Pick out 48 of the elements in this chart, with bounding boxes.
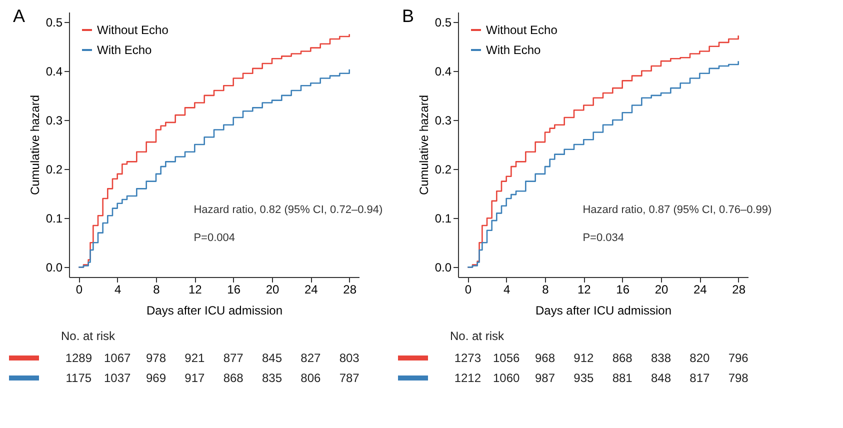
x-tick-label: 28 xyxy=(343,282,357,296)
annotation: Hazard ratio, 0.82 (95% CI, 0.72–0.94) xyxy=(194,204,383,216)
y-tick-label: 0.5 xyxy=(46,15,63,30)
legend-label: With Echo xyxy=(486,43,542,57)
y-tick-label: 0.2 xyxy=(434,162,452,177)
text: No. at risk xyxy=(61,329,116,343)
y-tick-label: 0.4 xyxy=(46,64,63,78)
x-tick-label: 0 xyxy=(464,282,472,296)
annotation: Hazard ratio, 0.87 (95% CI, 0.76–0.99) xyxy=(582,204,772,216)
x-tick-label: 8 xyxy=(542,282,550,296)
x-tick-label: 28 xyxy=(732,282,746,296)
y-axis-title: Cumulative hazard xyxy=(28,94,42,196)
text: 1175 1037 969 917 868 835 806 787 xyxy=(66,371,360,385)
text: 1289 1067 978 921 877 845 827 803 xyxy=(65,351,360,365)
annotation: P=0.034 xyxy=(582,232,624,244)
x-tick-label: 8 xyxy=(153,282,160,296)
y-tick-label: 0.3 xyxy=(434,113,452,128)
y-tick-label: 0.1 xyxy=(46,212,63,226)
legend-label: With Echo xyxy=(97,43,152,57)
x-tick-label: 24 xyxy=(693,282,708,296)
y-tick-label: 0.0 xyxy=(46,260,63,275)
x-tick-label: 20 xyxy=(654,282,668,296)
y-tick-label: 0.2 xyxy=(46,162,63,177)
chart-title: B xyxy=(402,6,414,26)
x-tick-label: 4 xyxy=(503,282,510,296)
y-tick-label: 0.4 xyxy=(434,64,452,78)
y-axis-title: Cumulative hazard xyxy=(416,94,431,196)
y-tick-label: 0.0 xyxy=(434,260,452,275)
y-tick-label: 0.1 xyxy=(434,212,452,226)
chart-title: A xyxy=(13,6,26,26)
x-tick-label: 16 xyxy=(227,282,241,296)
x-tick-label: 16 xyxy=(616,282,630,296)
x-tick-label: 12 xyxy=(577,282,592,296)
text: 1212 1060 987 935 881 848 817 798 xyxy=(454,371,748,385)
y-tick-label: 0.3 xyxy=(46,113,63,128)
x-tick-label: 20 xyxy=(266,282,280,296)
x-axis-title: Days after ICU admission xyxy=(535,304,672,318)
legend-label: Without Echo xyxy=(486,23,558,37)
x-tick-label: 24 xyxy=(304,282,318,296)
text: 1273 1056 968 912 868 838 820 796 xyxy=(454,351,748,365)
x-tick-label: 12 xyxy=(188,282,202,296)
x-tick-label: 0 xyxy=(76,282,83,296)
text: No. at risk xyxy=(450,329,506,343)
x-tick-label: 4 xyxy=(114,282,122,296)
annotation: P=0.004 xyxy=(194,232,235,244)
x-axis-title: Days after ICU admission xyxy=(146,304,283,318)
legend-label: Without Echo xyxy=(97,23,169,37)
y-tick-label: 0.5 xyxy=(434,15,452,30)
